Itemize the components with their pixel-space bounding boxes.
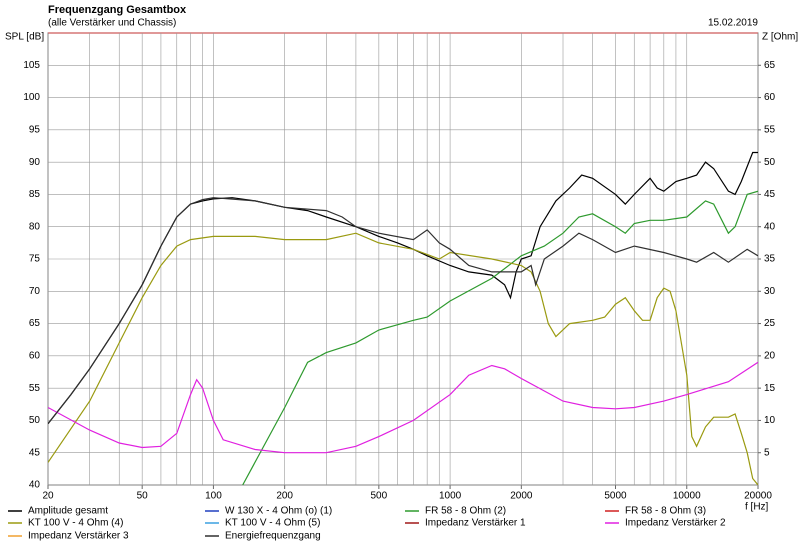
legend-label: FR 58 - 8 Ohm (2) — [425, 506, 506, 517]
y2-tick-label: 50 — [764, 157, 776, 168]
x-tick-label: 200 — [276, 491, 293, 502]
series-line — [48, 151, 758, 425]
series-line — [242, 190, 758, 485]
legend-label: Amplitude gesamt — [28, 506, 108, 517]
y-tick-label: 105 — [23, 60, 40, 71]
y2-tick-label: 35 — [764, 254, 776, 265]
y2-tick-label: 40 — [764, 221, 776, 232]
x-tick-label: 20 — [42, 491, 54, 502]
series-line — [48, 232, 758, 485]
y2-tick-label: 20 — [764, 350, 776, 361]
y-tick-label: 80 — [29, 221, 41, 232]
y-tick-label: 70 — [29, 286, 41, 297]
y2-tick-label: 5 — [764, 447, 770, 458]
lines — [48, 151, 758, 485]
y2-tick-label: 10 — [764, 415, 776, 426]
x-tick-label: 500 — [371, 491, 388, 502]
y2-tick-label: 60 — [764, 92, 776, 103]
y-tick-label: 50 — [29, 415, 41, 426]
y-tick-label: 100 — [23, 92, 40, 103]
legend-label: Impedanz Verstärker 3 — [28, 531, 129, 542]
y2-tick-label: 30 — [764, 286, 776, 297]
y-tick-label: 95 — [29, 124, 41, 135]
y2-tick-label: 45 — [764, 189, 776, 200]
y-tick-label: 40 — [29, 480, 41, 491]
legend-label: KT 100 V - 4 Ohm (5) — [225, 518, 320, 529]
y2-tick-label: 15 — [764, 383, 776, 394]
y-tick-label: 90 — [29, 157, 41, 168]
x-tick-label: 1000 — [439, 491, 462, 502]
series-line — [48, 361, 758, 454]
date: 15.02.2019 — [708, 18, 758, 29]
y2-axis-label: Z [Ohm] — [762, 32, 798, 43]
x-tick-label: 10000 — [673, 491, 701, 502]
y2-tick-label: 55 — [764, 124, 776, 135]
legend-label: Impedanz Verstärker 1 — [425, 518, 526, 529]
y2-tick-label: 65 — [764, 60, 776, 71]
y-tick-label: 55 — [29, 383, 41, 394]
legend-label: Energiefrequenzgang — [225, 531, 321, 542]
legend-label: KT 100 V - 4 Ohm (4) — [28, 518, 123, 529]
y-tick-label: 75 — [29, 254, 41, 265]
series-line — [48, 197, 758, 425]
y-axis-label: SPL [dB] — [5, 32, 44, 43]
x-axis-label: f [Hz] — [745, 502, 769, 513]
y2-tick-label: 25 — [764, 318, 776, 329]
y-tick-label: 85 — [29, 189, 41, 200]
legend-label: Impedanz Verstärker 2 — [625, 518, 726, 529]
legend-label: FR 58 - 8 Ohm (3) — [625, 506, 706, 517]
legend: Amplitude gesamt W 130 X - 4 Ohm (o) (1) F… — [8, 506, 726, 542]
chart-title: Frequenzgang Gesamtbox — [48, 4, 187, 16]
y-tick-label: 60 — [29, 350, 41, 361]
legend-label: W 130 X - 4 Ohm (o) (1) — [225, 506, 332, 517]
x-tick-label: 2000 — [510, 491, 533, 502]
x-tick-label: 5000 — [604, 491, 627, 502]
x-tick-label: 20000 — [744, 491, 772, 502]
x-tick-label: 50 — [137, 491, 149, 502]
y-tick-label: 65 — [29, 318, 41, 329]
x-tick-label: 100 — [205, 491, 222, 502]
chart-subtitle: (alle Verstärker und Chassis) — [48, 18, 176, 29]
y-tick-label: 45 — [29, 447, 41, 458]
